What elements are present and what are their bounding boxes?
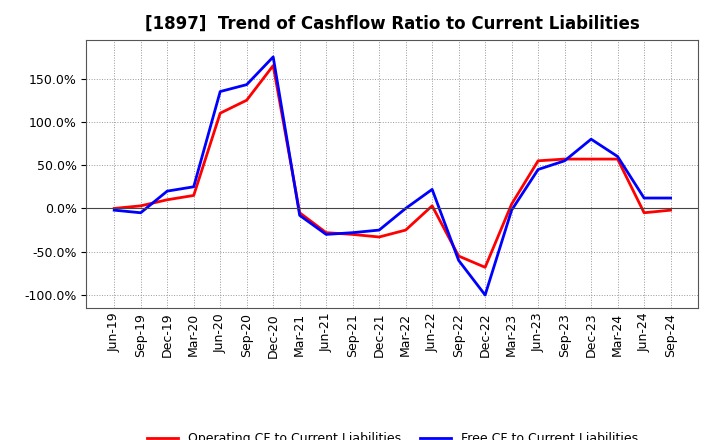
Free CF to Current Liabilities	[587, 136, 595, 142]
Operating CF to Current Liabilities	[508, 202, 516, 207]
Operating CF to Current Liabilities	[613, 157, 622, 162]
Free CF to Current Liabilities	[110, 208, 119, 213]
Operating CF to Current Liabilities	[322, 230, 330, 235]
Operating CF to Current Liabilities	[666, 208, 675, 213]
Free CF to Current Liabilities	[189, 184, 198, 190]
Operating CF to Current Liabilities	[163, 197, 171, 202]
Free CF to Current Liabilities	[163, 188, 171, 194]
Free CF to Current Liabilities	[508, 208, 516, 213]
Free CF to Current Liabilities	[295, 213, 304, 218]
Free CF to Current Liabilities	[534, 167, 542, 172]
Free CF to Current Liabilities	[560, 158, 569, 163]
Title: [1897]  Trend of Cashflow Ratio to Current Liabilities: [1897] Trend of Cashflow Ratio to Curren…	[145, 15, 640, 33]
Operating CF to Current Liabilities	[375, 235, 384, 240]
Line: Free CF to Current Liabilities: Free CF to Current Liabilities	[114, 57, 670, 295]
Operating CF to Current Liabilities	[587, 157, 595, 162]
Operating CF to Current Liabilities	[560, 157, 569, 162]
Operating CF to Current Liabilities	[295, 210, 304, 216]
Free CF to Current Liabilities	[401, 206, 410, 211]
Operating CF to Current Liabilities	[243, 98, 251, 103]
Operating CF to Current Liabilities	[534, 158, 542, 163]
Operating CF to Current Liabilities	[269, 63, 277, 68]
Free CF to Current Liabilities	[348, 230, 357, 235]
Operating CF to Current Liabilities	[348, 232, 357, 237]
Free CF to Current Liabilities	[481, 292, 490, 297]
Free CF to Current Liabilities	[322, 232, 330, 237]
Operating CF to Current Liabilities	[136, 203, 145, 209]
Free CF to Current Liabilities	[375, 227, 384, 233]
Free CF to Current Liabilities	[269, 54, 277, 59]
Operating CF to Current Liabilities	[110, 206, 119, 211]
Operating CF to Current Liabilities	[454, 253, 463, 259]
Operating CF to Current Liabilities	[481, 265, 490, 270]
Free CF to Current Liabilities	[613, 154, 622, 159]
Free CF to Current Liabilities	[243, 82, 251, 87]
Free CF to Current Liabilities	[640, 195, 649, 201]
Operating CF to Current Liabilities	[640, 210, 649, 216]
Legend: Operating CF to Current Liabilities, Free CF to Current Liabilities: Operating CF to Current Liabilities, Fre…	[142, 427, 643, 440]
Free CF to Current Liabilities	[454, 258, 463, 263]
Free CF to Current Liabilities	[136, 210, 145, 216]
Line: Operating CF to Current Liabilities: Operating CF to Current Liabilities	[114, 66, 670, 268]
Free CF to Current Liabilities	[216, 89, 225, 94]
Operating CF to Current Liabilities	[428, 203, 436, 209]
Operating CF to Current Liabilities	[216, 110, 225, 116]
Free CF to Current Liabilities	[666, 195, 675, 201]
Free CF to Current Liabilities	[428, 187, 436, 192]
Operating CF to Current Liabilities	[189, 193, 198, 198]
Operating CF to Current Liabilities	[401, 227, 410, 233]
